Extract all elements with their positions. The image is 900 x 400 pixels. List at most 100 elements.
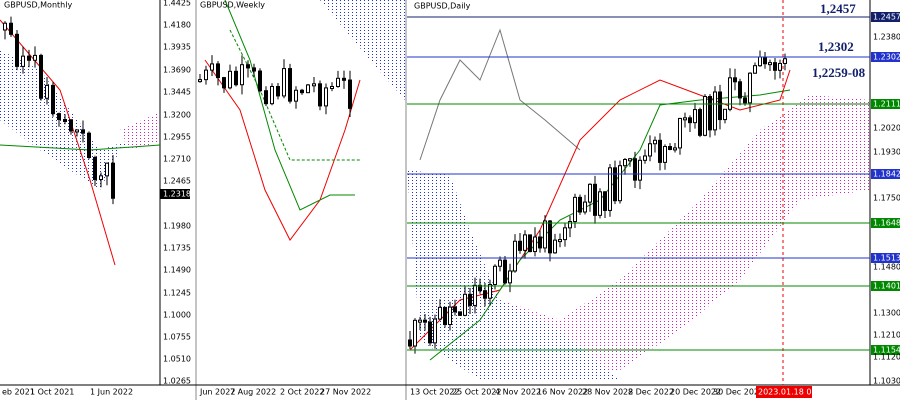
candle	[593, 183, 597, 216]
annotation: 1,2259-08	[812, 65, 866, 80]
price-label: 1.1401	[873, 282, 900, 291]
candle	[718, 91, 722, 121]
price-label: 1.1648	[873, 219, 900, 228]
candle	[222, 77, 226, 89]
candle	[408, 339, 412, 347]
price-label: 1.2457	[873, 13, 900, 22]
tenkan	[0, 19, 116, 266]
price-highlight	[871, 99, 900, 109]
price-label: 1.3200	[163, 111, 191, 120]
candle	[733, 77, 737, 83]
price-label: 1.2955	[163, 133, 191, 142]
price-label: 1.0510	[163, 355, 191, 364]
candle	[738, 81, 742, 99]
candle	[648, 143, 652, 157]
candle	[423, 319, 427, 323]
candle	[618, 165, 622, 202]
date-label: 13 Oct 2022	[410, 388, 459, 397]
candle	[198, 79, 202, 83]
candle	[312, 83, 316, 87]
candle	[563, 227, 567, 241]
candle	[713, 91, 717, 131]
price-highlight	[871, 345, 900, 355]
candle	[703, 96, 707, 136]
price-label: 1.2020	[873, 124, 900, 133]
candle	[598, 191, 602, 216]
candle	[428, 321, 432, 344]
candle	[583, 201, 587, 213]
candle	[336, 77, 340, 87]
date-label: 7 Aug 2022	[230, 388, 276, 397]
price-label: 1.4180	[163, 21, 191, 30]
price-label: 1.0755	[163, 333, 191, 342]
candle	[673, 147, 677, 151]
candle	[668, 146, 672, 150]
candle	[210, 63, 214, 71]
candle	[21, 55, 25, 67]
candle	[543, 220, 547, 249]
price-label: 1.3935	[163, 43, 191, 52]
candle	[57, 113, 61, 120]
candle	[638, 159, 642, 181]
candle	[33, 54, 37, 61]
span	[229, 29, 360, 161]
panel-title: GBPUSD,Weekly	[200, 1, 265, 10]
price-label: 1.0265	[163, 377, 191, 386]
price-label: 1.1735	[163, 244, 191, 253]
price-highlight	[871, 12, 900, 22]
date-label: 27 Nov 2022	[320, 388, 371, 397]
price-label: 1.1120	[873, 353, 900, 362]
cloud	[320, 0, 405, 100]
candle	[348, 79, 352, 109]
candle	[488, 284, 492, 299]
date-label: Jun 2022	[199, 388, 235, 397]
candle	[443, 306, 447, 326]
candle	[468, 293, 472, 306]
candle	[69, 119, 73, 132]
candle	[478, 284, 482, 292]
candle	[306, 84, 310, 94]
candle	[318, 83, 322, 107]
candle	[643, 155, 647, 161]
candle	[228, 70, 232, 89]
candle	[698, 109, 702, 136]
kijun	[224, 0, 355, 211]
date-label: 28 Nov 2022	[582, 388, 633, 397]
candle	[558, 239, 562, 243]
candle	[93, 157, 97, 180]
candle	[608, 167, 612, 211]
candle	[728, 77, 732, 110]
candle	[27, 55, 31, 61]
date-label: 30 Dec 2022	[713, 388, 764, 397]
date-label: 1 Oct 2021	[30, 388, 74, 397]
candle	[518, 240, 522, 251]
price-label: 1.3690	[163, 66, 191, 75]
candle	[45, 84, 49, 99]
candle	[538, 236, 542, 249]
candle	[653, 139, 657, 145]
candle	[473, 284, 477, 306]
candle	[246, 64, 250, 69]
candle	[758, 56, 762, 67]
price-label: 1.1930	[873, 148, 900, 157]
candle	[51, 84, 55, 115]
candle	[623, 158, 627, 167]
candle	[458, 311, 462, 316]
price-label: 1.1245	[163, 289, 191, 298]
price-highlight	[871, 253, 900, 263]
candle	[448, 306, 452, 326]
candle	[15, 33, 19, 67]
candle	[778, 62, 782, 71]
candle	[753, 65, 757, 74]
candle	[578, 196, 582, 213]
candle	[628, 158, 632, 162]
candle	[216, 63, 220, 79]
candle	[763, 56, 767, 65]
candle	[204, 69, 208, 81]
candle	[3, 22, 7, 31]
cloud	[470, 95, 870, 380]
candle	[783, 58, 787, 64]
cloud	[120, 112, 160, 150]
date-label: 4 Nov 2022	[495, 388, 541, 397]
price-label: 1.3445	[163, 88, 191, 97]
